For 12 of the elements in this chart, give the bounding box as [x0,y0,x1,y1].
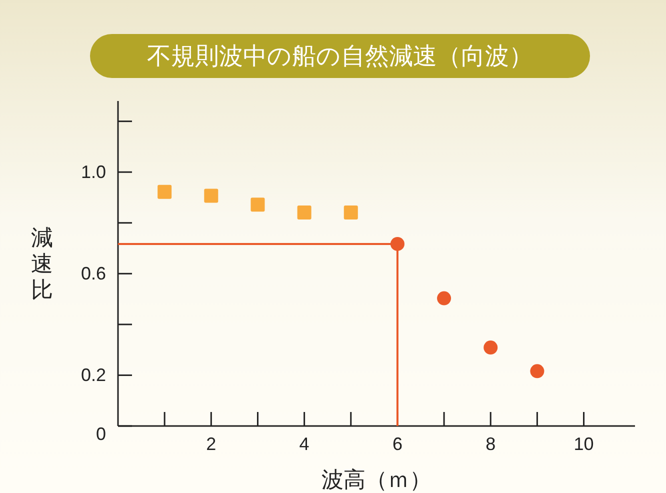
x-tick-label: 2 [206,434,216,454]
y-tick-label: 0 [96,424,106,444]
y-tick-label: 0.6 [80,264,106,284]
x-tick-label: 10 [574,434,594,454]
x-axis-title: 波高（ｍ） [322,467,432,492]
y-axis-title: 減速比 [31,225,53,302]
y-tick-label: 1.0 [80,162,106,182]
x-tick-label: 4 [299,434,310,454]
x-tick-label: 8 [486,434,496,454]
x-tick-label: 6 [392,434,402,454]
y-tick-label: 0.2 [80,365,106,386]
chart-title: 不規則波中の船の自然減速（向波） [147,43,533,70]
